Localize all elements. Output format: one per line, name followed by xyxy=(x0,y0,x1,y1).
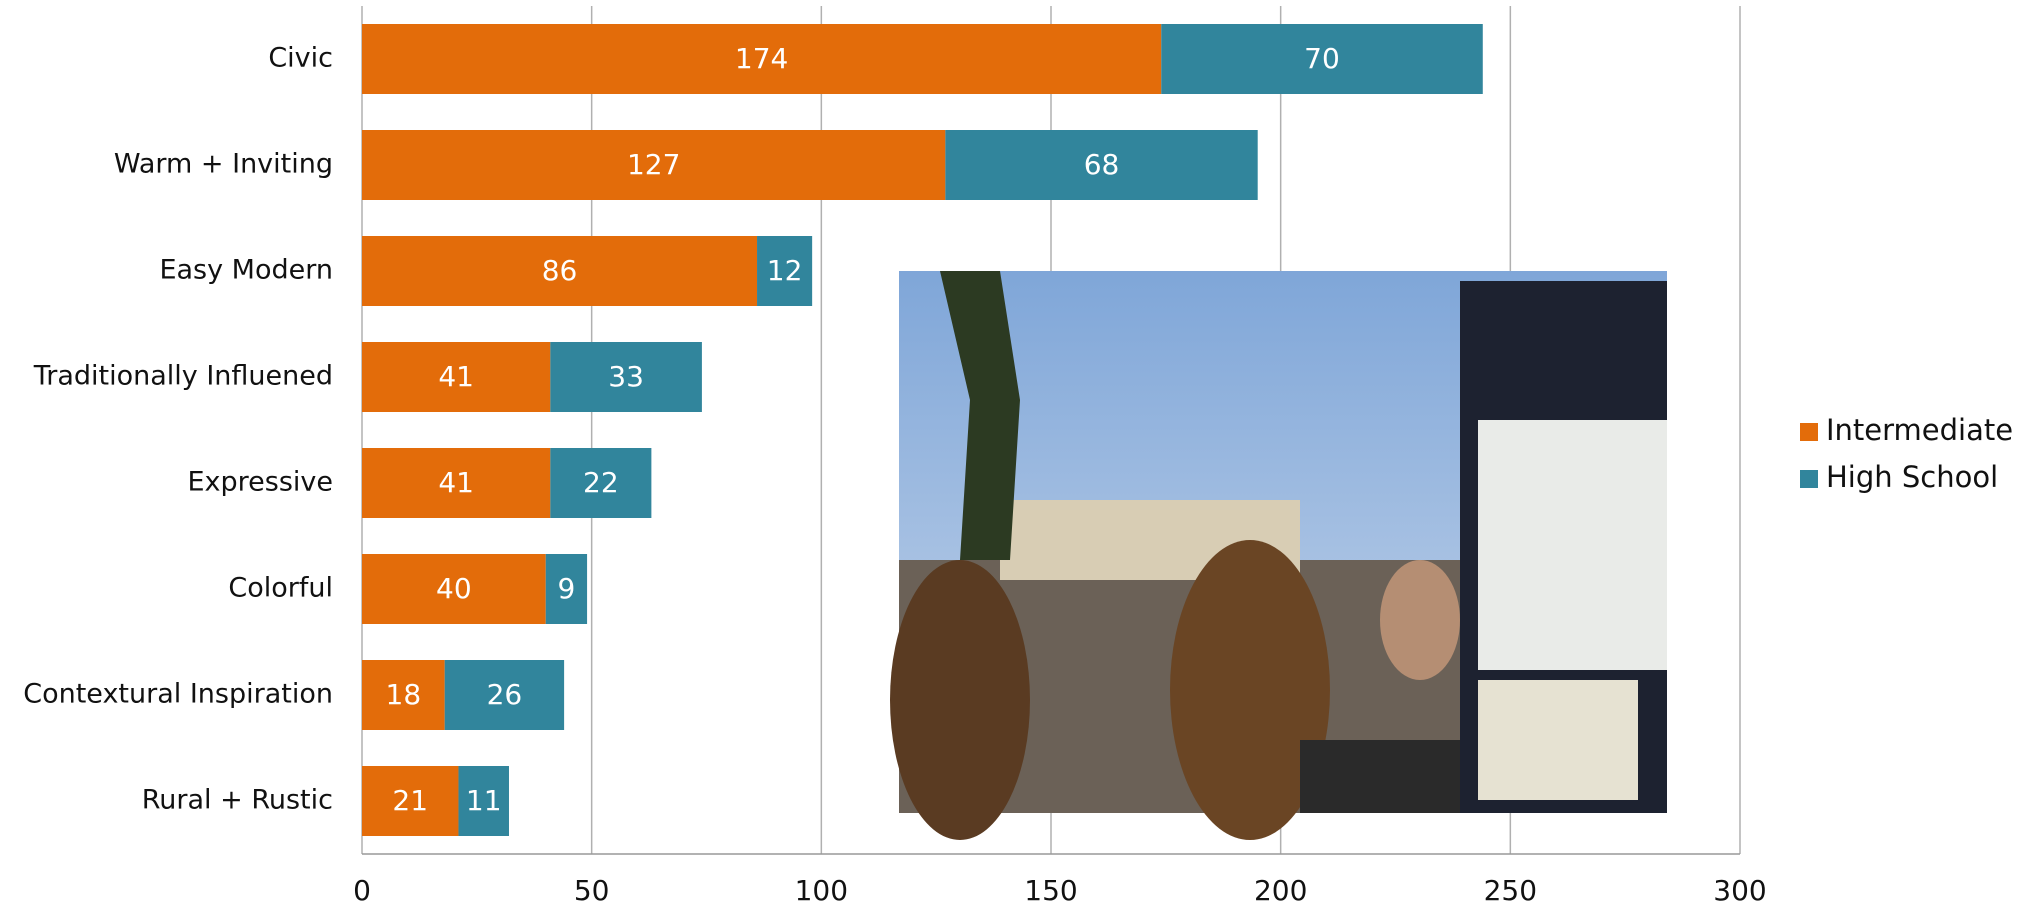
bar-segment xyxy=(545,554,588,624)
value-label: 12 xyxy=(767,254,803,287)
value-label: 41 xyxy=(438,466,474,499)
category-label: Colorful xyxy=(228,573,333,604)
category-label: Contextural Inspiration xyxy=(23,679,333,710)
value-label: 40 xyxy=(436,572,472,605)
x-tick-label: 100 xyxy=(795,874,848,907)
value-label: 86 xyxy=(542,254,578,287)
x-tick-label: 250 xyxy=(1484,874,1537,907)
value-label: 174 xyxy=(735,42,788,75)
category-label: Traditionally Influened xyxy=(33,361,333,392)
x-tick-label: 200 xyxy=(1254,874,1307,907)
bar-segment xyxy=(362,342,551,412)
value-label: 26 xyxy=(487,678,523,711)
bar-segment xyxy=(444,660,565,730)
x-tick-label: 50 xyxy=(574,874,610,907)
value-label: 68 xyxy=(1084,148,1120,181)
value-label: 127 xyxy=(627,148,680,181)
category-label: Civic xyxy=(268,43,333,74)
category-label: Expressive xyxy=(187,467,333,498)
value-label: 70 xyxy=(1304,42,1340,75)
bar-segment xyxy=(458,766,509,836)
bar-segment xyxy=(550,342,702,412)
value-label: 18 xyxy=(386,678,422,711)
value-label: 41 xyxy=(438,360,474,393)
photo xyxy=(890,271,1667,840)
value-label: 22 xyxy=(583,466,619,499)
bar-segment xyxy=(362,448,551,518)
legend-label: Intermediate xyxy=(1826,413,2013,447)
bar-segment xyxy=(362,24,1162,94)
bar-segment xyxy=(362,236,758,306)
x-tick-label: 300 xyxy=(1713,874,1766,907)
bar-segment xyxy=(362,660,445,730)
bar-segment xyxy=(757,236,813,306)
value-label: 33 xyxy=(608,360,644,393)
bar-segment xyxy=(550,448,652,518)
value-label: 21 xyxy=(392,784,428,817)
legend-swatch xyxy=(1800,470,1818,488)
category-label: Warm + Inviting xyxy=(114,149,333,180)
legend-swatch xyxy=(1800,423,1818,441)
bar-segment xyxy=(945,130,1258,200)
legend-label: High School xyxy=(1826,460,1998,494)
value-label: 9 xyxy=(557,572,575,605)
value-label: 11 xyxy=(466,784,502,817)
bar-segment xyxy=(362,554,546,624)
x-tick-label: 0 xyxy=(353,874,371,907)
plot: 0 50 100 150 200 250 300 Civic 174 70 Warm + Invit… xyxy=(23,6,1767,907)
bar-segment xyxy=(1161,24,1483,94)
x-tick-label: 150 xyxy=(1024,874,1077,907)
category-label: Easy Modern xyxy=(159,255,333,286)
category-label: Rural + Rustic xyxy=(142,785,333,816)
bar-segment xyxy=(362,130,946,200)
bar-segment xyxy=(362,766,459,836)
